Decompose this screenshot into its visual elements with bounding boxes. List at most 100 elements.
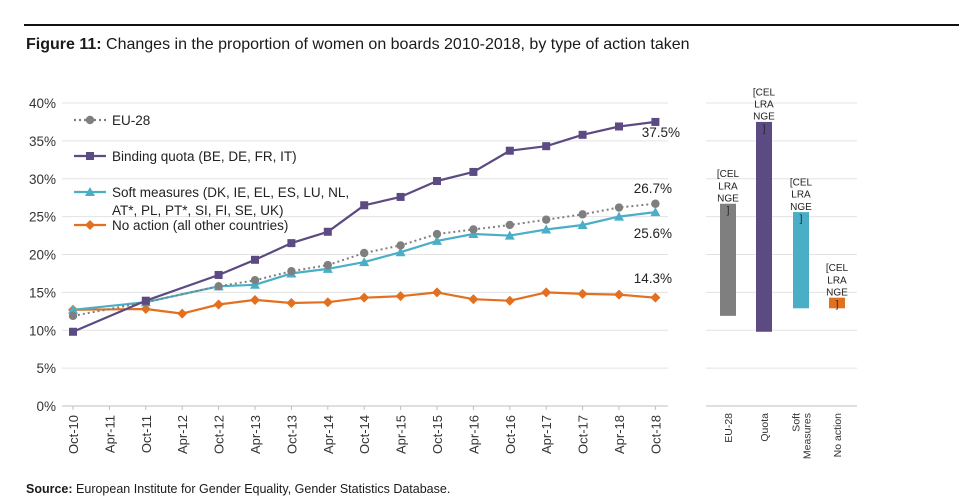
top-rule [24, 24, 959, 26]
bar-data-label: LRA [791, 190, 811, 201]
x-tick-label: Apr-13 [248, 415, 263, 454]
legend-marker [85, 220, 95, 230]
legend-marker [86, 152, 94, 160]
bar-data-label: NGE [717, 194, 739, 205]
bar-data-label: [CEL [826, 263, 849, 274]
data-point [505, 220, 514, 230]
data-point [615, 122, 623, 131]
side-category-label: EU-28 [723, 413, 735, 443]
legend-label: AT*, PL, PT*, SI, FI, SE, UK) [112, 203, 284, 218]
y-tick-label: 20% [29, 248, 56, 263]
data-point [614, 289, 624, 300]
x-tick-label: Oct-18 [648, 415, 663, 454]
data-point [213, 299, 224, 310]
data-point [177, 308, 188, 319]
data-point [68, 304, 78, 314]
y-tick-label: 10% [29, 323, 56, 338]
data-point [614, 211, 624, 221]
data-point [577, 288, 588, 299]
data-point [433, 177, 441, 186]
data-point [577, 219, 588, 229]
bar-data-label: LRA [718, 181, 738, 192]
side-category-label: Soft [791, 413, 803, 432]
side-category-label: Quota [759, 413, 771, 442]
end-label: 26.7% [634, 181, 672, 196]
end-label: 14.3% [634, 271, 672, 286]
x-tick-label: Oct-15 [430, 415, 445, 454]
range-bar [720, 203, 736, 316]
x-tick-label: Oct-13 [284, 415, 299, 454]
data-point [322, 297, 333, 308]
data-point [359, 292, 370, 303]
bar-data-label: [CEL [717, 169, 740, 180]
y-tick-label: 5% [36, 361, 56, 376]
data-point [469, 167, 478, 176]
data-point [287, 266, 296, 276]
data-point [141, 296, 150, 305]
data-point [650, 292, 661, 303]
data-point [359, 257, 370, 267]
legend-marker [85, 115, 95, 125]
data-point [651, 199, 660, 208]
data-point [578, 130, 587, 139]
x-tick-label: Apr-18 [612, 415, 627, 454]
x-tick-label: Apr-12 [175, 415, 190, 454]
data-point [214, 282, 223, 291]
data-point [140, 304, 151, 315]
legend-label: No action (all other countries) [112, 218, 288, 233]
data-point [251, 255, 259, 264]
bar-data-label: ] [800, 214, 803, 225]
data-point [395, 247, 406, 257]
x-tick-label: Oct-14 [357, 415, 372, 454]
x-tick-label: Apr-16 [466, 415, 481, 454]
data-point [68, 311, 78, 321]
data-point [360, 201, 369, 210]
data-point [250, 294, 260, 305]
data-point [505, 146, 514, 155]
x-tick-label: Apr-17 [539, 415, 554, 454]
x-tick-label: Apr-11 [102, 415, 117, 453]
data-point [323, 227, 332, 236]
data-point [432, 229, 442, 239]
x-tick-label: Apr-15 [394, 415, 409, 454]
data-point [286, 297, 297, 308]
figure-title: Figure 11: Changes in the proportion of … [26, 36, 690, 54]
bar-data-label: ] [836, 300, 839, 311]
range-bar [829, 297, 845, 309]
x-tick-label: Oct-17 [576, 415, 591, 454]
bar-data-label: NGE [826, 287, 848, 298]
bar-data-label: [CEL [753, 87, 776, 98]
range-bar [793, 212, 809, 309]
y-tick-label: 15% [29, 285, 56, 300]
figure-title-text: Changes in the proportion of women on bo… [106, 36, 690, 53]
x-tick-label: Oct-12 [212, 415, 227, 454]
data-point [69, 327, 77, 336]
side-category-label: No action [832, 413, 844, 458]
data-point [395, 291, 406, 302]
bar-data-label: ] [727, 206, 730, 217]
bar-data-label: NGE [753, 112, 775, 123]
data-point [287, 239, 296, 248]
y-tick-label: 30% [29, 172, 56, 187]
range-bar [756, 121, 772, 332]
bar-data-label: [CEL [790, 177, 813, 188]
bar-data-label: NGE [790, 202, 812, 213]
legend-label: Binding quota (BE, DE, FR, IT) [112, 149, 297, 164]
bar-data-label: LRA [754, 100, 774, 111]
end-label: 25.6% [634, 226, 672, 241]
data-point [578, 210, 587, 219]
bar-data-label: ] [763, 124, 766, 135]
x-tick-label: Oct-16 [503, 415, 518, 454]
x-tick-label: Oct-11 [139, 415, 154, 453]
figure-title-label: Figure 11: [26, 36, 102, 53]
data-point [542, 142, 551, 151]
series-line-no-action [72, 291, 656, 315]
data-point [396, 241, 405, 250]
source-text: European Institute for Gender Equality, … [76, 482, 451, 496]
y-tick-label: 25% [29, 210, 56, 225]
data-point [250, 276, 260, 285]
data-point [504, 230, 515, 240]
end-label: 37.5% [642, 125, 680, 140]
data-point [541, 287, 552, 298]
